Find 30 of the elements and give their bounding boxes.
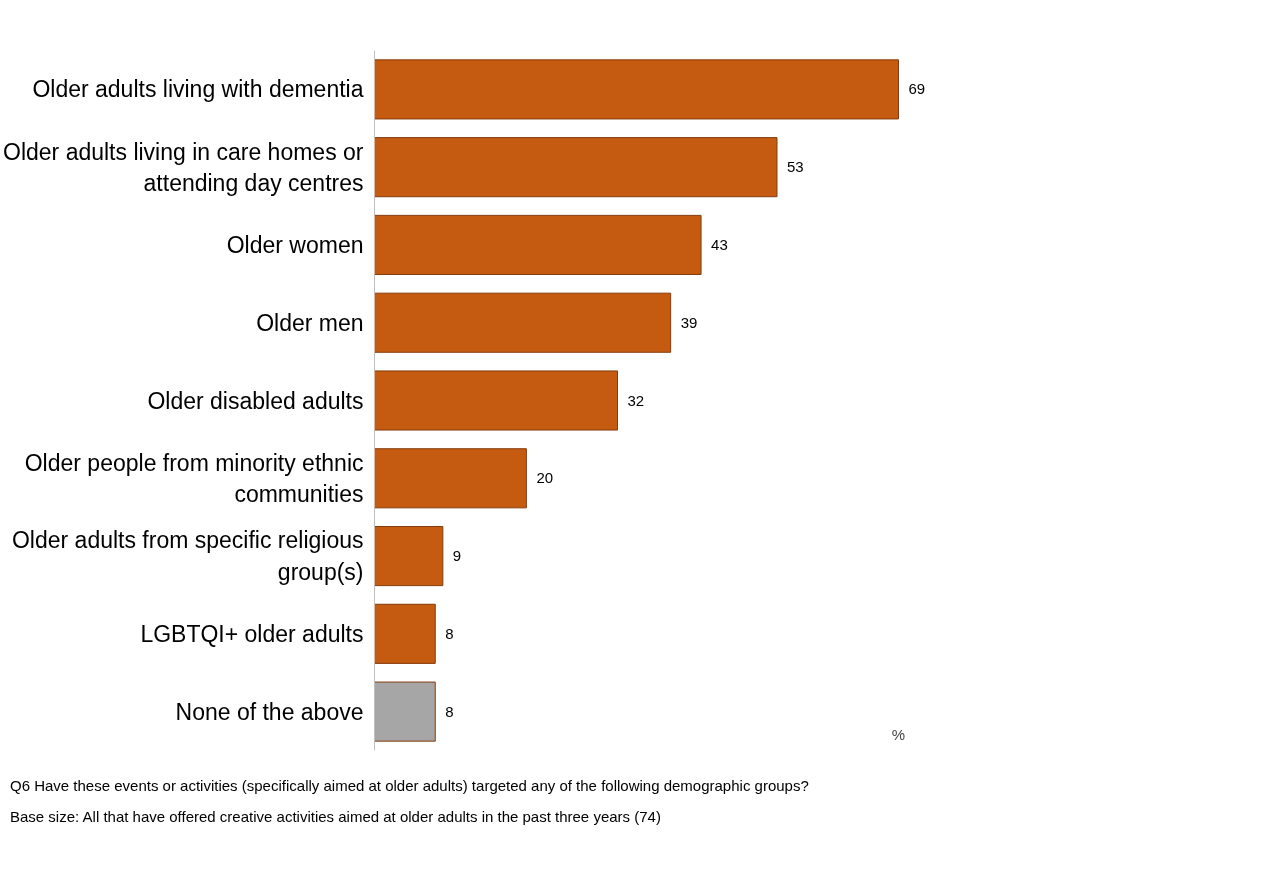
bar [374, 214, 702, 275]
y-tick-label: Older adults living with dementia [32, 76, 364, 103]
y-tick-label: Older disabled adults [147, 387, 364, 414]
bar [374, 603, 436, 664]
data-label: 53 [786, 158, 804, 176]
data-label: 39 [680, 313, 698, 331]
bar [374, 59, 899, 120]
data-label: 20 [536, 469, 554, 487]
y-tick-label: Older adults living in care homes or attending day centres [3, 138, 364, 196]
bar [374, 448, 527, 509]
y-tick-label: Older people from minority ethnic communities [24, 449, 364, 507]
bar [374, 526, 444, 587]
text: Base size: All that have offered creative activities aimed at older adults in the past three years (74) [10, 807, 661, 828]
y-tick-label: Older men [256, 309, 364, 336]
data-label: 8 [445, 624, 454, 642]
data-label: 43 [711, 235, 728, 253]
y-tick-label: Older women [226, 231, 364, 258]
data-label: 8 [445, 702, 454, 720]
text: Q6 Have these events or activities (specifically aimed at older adults) targeted any of the following demographic groups? [10, 776, 809, 796]
y-tick-label: None of the above [175, 698, 364, 725]
annotation: % [891, 725, 906, 743]
data-label: 32 [627, 391, 645, 409]
data-label: 9 [452, 547, 462, 565]
bar [374, 137, 778, 198]
bar [374, 292, 672, 353]
y-tick-label: Older adults from specific religious group(s) [11, 527, 364, 585]
data-label: 69 [908, 80, 926, 98]
bar [374, 681, 436, 742]
y-tick-label: LGBTQI+ older adults [140, 620, 364, 647]
bar [374, 370, 619, 431]
